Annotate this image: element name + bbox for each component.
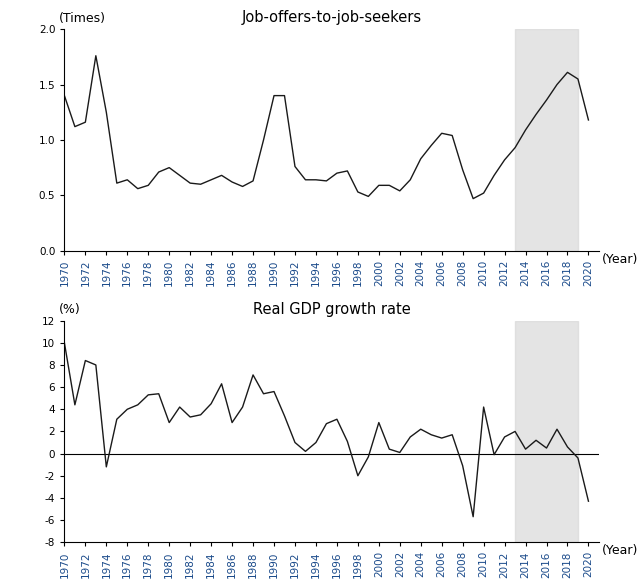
Text: (Times): (Times) xyxy=(59,12,106,24)
Text: (%): (%) xyxy=(59,303,80,316)
Title: Real GDP growth rate: Real GDP growth rate xyxy=(253,302,410,317)
Bar xyxy=(515,321,578,542)
Bar xyxy=(515,29,578,251)
Text: (Year): (Year) xyxy=(601,253,638,266)
Text: (Year): (Year) xyxy=(601,545,638,557)
Title: Job-offers-to-job-seekers: Job-offers-to-job-seekers xyxy=(242,10,422,25)
